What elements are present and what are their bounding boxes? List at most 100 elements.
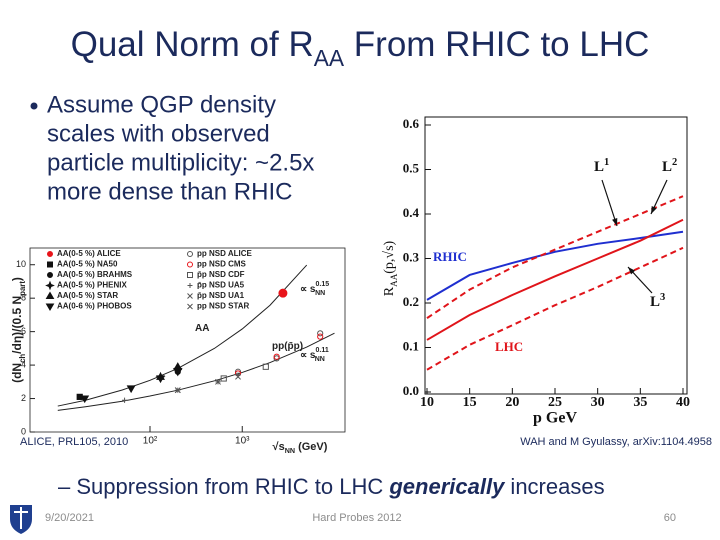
sub-bullet-prefix: Suppression from RHIC to LHC — [76, 474, 389, 499]
legend-label: AA(0-5 %) ALICE — [57, 249, 121, 258]
curve — [426, 218, 684, 341]
sub-bullet-suffix: increases — [504, 474, 604, 499]
annotation-text: pp(p̄p) — [272, 341, 303, 352]
footer-center: Hard Probes 2012 — [312, 512, 401, 524]
legend-label: AA(0-5 %) PHENIX — [57, 281, 127, 290]
x-axis-label: p GeV — [533, 410, 577, 427]
legend-marker — [187, 303, 193, 310]
bullet-dot — [30, 102, 38, 110]
y-axis-label: (dNch/dη)/(0.5 Npart) — [10, 277, 26, 383]
x-tick-label: 35 — [633, 395, 647, 410]
y-tick-label: 6 — [21, 326, 26, 336]
annotation-text: RHIC — [433, 249, 467, 264]
y-tick-label: 0.6 — [403, 116, 420, 131]
legend-marker — [187, 293, 193, 299]
slide-title: Qual Norm of RAA From RHIC to LHC — [71, 25, 650, 71]
y-tick-label: 0.4 — [403, 205, 420, 220]
curve — [426, 246, 684, 371]
y-axis-label: RAA(p,√s) — [382, 240, 399, 296]
y-tick-label: 0.3 — [403, 249, 420, 264]
arrow-head — [612, 218, 618, 226]
footer-page: 60 — [664, 512, 676, 524]
superscript: 3 — [660, 292, 665, 303]
marker — [220, 375, 227, 382]
legend-label: pp NSD ALICE — [197, 249, 252, 258]
text-part: ) — [10, 277, 24, 281]
annotation-text: AA — [195, 323, 209, 334]
legend-label: p̄p NSD UA5 — [197, 281, 245, 290]
legend-marker — [45, 303, 55, 311]
legend-marker — [45, 280, 55, 291]
text-part: From RHIC to LHC — [344, 25, 649, 64]
marker — [317, 330, 324, 337]
annotation: RHIC — [433, 249, 467, 264]
figure-caption: WAH and M Gyulassy, arXiv:1104.4958 — [520, 436, 712, 448]
arrow-shaft — [601, 179, 618, 227]
x-tick-label: 15 — [463, 395, 477, 410]
arrow-head — [628, 267, 636, 275]
legend-label: p̄p NSD CDF — [197, 270, 245, 279]
x-tick-label: 10² — [143, 436, 158, 447]
text-part: √s — [273, 441, 285, 453]
marker — [80, 395, 90, 404]
annotation: L1 — [594, 157, 609, 175]
annotation-text: LHC — [495, 339, 523, 354]
superscript: 1 — [604, 157, 609, 168]
annotation: LHC — [495, 339, 523, 354]
sub-bullet-emphasis: generically — [388, 474, 506, 499]
annotation-text: L — [594, 159, 604, 175]
legend-marker — [47, 272, 53, 278]
subscript: NN — [315, 290, 325, 297]
y-tick-label: 8 — [21, 293, 26, 303]
marker — [174, 387, 181, 394]
annotation: ∝ s0.15 NN — [300, 281, 329, 297]
marker — [173, 368, 183, 377]
legend-marker — [45, 291, 55, 299]
bullet-line: scales with observed — [47, 120, 270, 147]
text-part: (p,√s) — [382, 240, 397, 273]
annotation: L3 — [650, 292, 665, 310]
annotation-text: ∝ s — [300, 284, 316, 295]
y-tick-label: 0.2 — [403, 294, 419, 309]
x-axis-label: √sNN (GeV) — [273, 441, 328, 455]
marker — [173, 362, 183, 370]
subscript: NN — [285, 447, 295, 455]
marker — [278, 288, 288, 298]
y-tick-label: 0 — [21, 426, 26, 436]
curve — [426, 195, 684, 319]
text-part: /dη)/(0.5 N — [10, 296, 24, 354]
legend-label: p̄p NSD UA1 — [197, 291, 245, 300]
x-tick-label: 20 — [505, 395, 519, 410]
figure-caption: ALICE, PRL105, 2010 — [20, 436, 128, 448]
y-tick-label: 0.5 — [403, 160, 420, 175]
x-tick-label: 30 — [591, 395, 605, 410]
subscript: AA — [314, 45, 345, 71]
legend-marker — [47, 251, 53, 257]
subscript: NN — [315, 356, 325, 363]
sub-bullet: – Suppression from RHIC to LHC generical… — [58, 474, 605, 499]
legend-label: AA(0-5 %) NA50 — [57, 260, 118, 269]
plot-frame — [424, 116, 688, 395]
superscript: 0.11 — [315, 347, 328, 354]
x-tick-label: 10 — [420, 395, 434, 410]
subscript: AA — [389, 273, 399, 287]
x-tick-label: 40 — [676, 395, 690, 410]
superscript: 2 — [672, 157, 677, 168]
bullet-line: particle multiplicity: ~2.5x — [47, 149, 314, 176]
legend-label: AA(0-5 %) BRAHMS — [57, 270, 133, 279]
annotation: pp(p̄p) — [272, 341, 303, 352]
bullet-line: Assume QGP density — [47, 91, 276, 118]
right-figure: 0.0 0.1 0.2 0.3 0.4 0.5 0.6 10 15 20 25 30 35 40 p GeV… — [382, 116, 712, 448]
legend-label: pp NSD STAR — [197, 302, 250, 311]
fit-curve — [57, 332, 335, 411]
annotation-text: L — [662, 159, 672, 175]
legend-marker — [47, 261, 53, 268]
marker — [273, 353, 280, 360]
legend-marker — [187, 272, 193, 278]
marker — [215, 378, 221, 385]
text-part: Qual Norm of R — [71, 25, 314, 64]
text-part: (dN — [10, 363, 24, 383]
